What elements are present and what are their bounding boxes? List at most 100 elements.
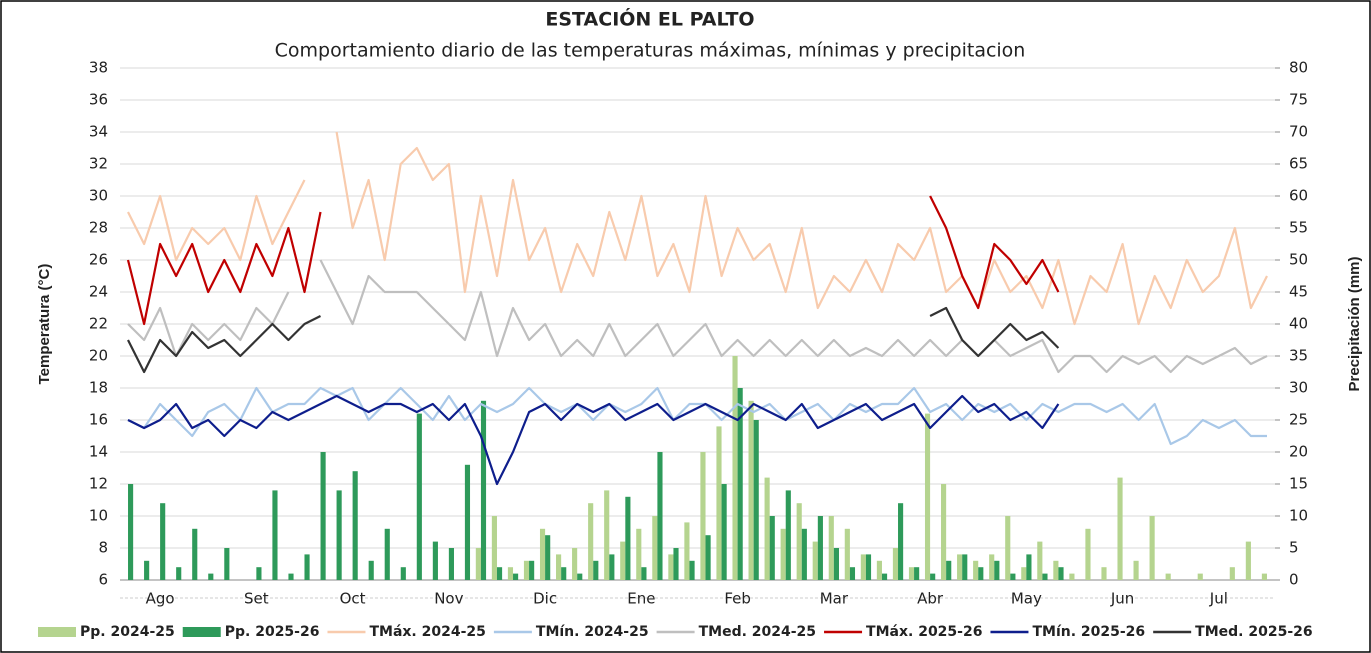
precip-bar — [432, 541, 438, 580]
precip-bar — [224, 548, 230, 580]
precip-bar — [496, 567, 503, 580]
precip-bar — [1229, 567, 1235, 580]
x-tick-label: Ene — [627, 590, 655, 608]
legend-label: TMín. 2024-25 — [536, 624, 649, 640]
x-tick-label: Nov — [434, 590, 463, 608]
y2-tick-label: 75 — [1289, 91, 1308, 109]
precip-bar — [817, 516, 823, 580]
legend-swatch — [182, 627, 221, 637]
x-tick-label: Abr — [917, 590, 944, 608]
precip-bar — [561, 567, 567, 580]
precip-bar — [957, 554, 963, 580]
y-tick-label: 34 — [89, 123, 108, 141]
precip-bar — [556, 554, 562, 580]
precip-bar — [144, 560, 150, 580]
y-tick-label: 20 — [89, 347, 108, 365]
precip-bar — [1245, 541, 1251, 580]
precip-bar — [898, 503, 904, 580]
y-tick-label: 14 — [89, 443, 108, 461]
precip-bar — [192, 528, 198, 580]
legend-swatch — [38, 627, 76, 637]
y-tick-label: 24 — [89, 283, 108, 301]
precip-bar — [609, 554, 615, 580]
precip-bar — [620, 541, 626, 580]
precip-bar — [716, 426, 722, 580]
precip-bar — [673, 548, 679, 580]
precip-bar — [1053, 560, 1059, 580]
precip-bar — [753, 420, 759, 580]
precip-bar — [657, 452, 663, 580]
y-tick-label: 10 — [89, 507, 108, 525]
temp-line — [127, 394, 1060, 486]
precip-bar — [684, 522, 690, 580]
x-tick-label: Set — [244, 590, 269, 608]
precip-bar — [641, 567, 647, 580]
y2-tick-label: 20 — [1289, 443, 1308, 461]
precip-bar — [208, 573, 214, 580]
precip-bar — [892, 548, 899, 580]
temp-line — [127, 306, 1060, 374]
precip-bar — [994, 560, 1000, 580]
precip-bar — [737, 388, 743, 580]
precip-bar — [1037, 541, 1043, 580]
precip-bar — [593, 560, 599, 580]
precip-bar — [491, 516, 497, 580]
y2-tick-label: 70 — [1289, 123, 1308, 141]
precip-bar — [160, 503, 166, 580]
precip-bar — [764, 477, 770, 580]
precip-bar — [881, 573, 888, 580]
precip-bar — [320, 452, 326, 580]
precip-bar — [384, 528, 390, 580]
y2-tick-label: 15 — [1289, 475, 1308, 493]
precip-bar — [539, 528, 546, 580]
y2-tick-label: 60 — [1289, 187, 1308, 205]
precip-bar — [577, 573, 583, 580]
precip-bar — [865, 554, 872, 580]
precip-bar — [1085, 528, 1091, 580]
y2-tick-label: 65 — [1289, 155, 1308, 173]
precip-bar — [700, 452, 706, 580]
precip-bar — [1058, 567, 1064, 580]
precip-bar — [523, 560, 530, 580]
precip-bar — [448, 548, 454, 580]
precip-bar — [973, 560, 979, 580]
x-tick-label: Jul — [1209, 590, 1228, 608]
temp-line — [127, 259, 1268, 374]
precip-bar — [464, 464, 471, 580]
chart-title: ESTACIÓN EL PALTO — [545, 7, 754, 31]
precip-bar — [336, 490, 342, 580]
y-tick-label: 18 — [89, 379, 108, 397]
y-tick-label: 6 — [98, 571, 108, 589]
precip-bar — [1042, 573, 1048, 580]
y2-tick-label: 5 — [1289, 539, 1299, 557]
precip-bar — [748, 400, 754, 580]
precip-bar — [941, 484, 947, 580]
legend-label: TMín. 2025-26 — [1032, 624, 1145, 640]
precip-bar — [849, 567, 856, 580]
precip-bar — [176, 567, 182, 580]
y2-tick-label: 25 — [1289, 411, 1308, 429]
precip-bar — [1149, 516, 1155, 580]
precip-bar — [513, 573, 519, 580]
x-tick-label: Oct — [340, 590, 366, 608]
precip-bar — [1133, 560, 1139, 580]
x-tick-label: Jun — [1110, 590, 1134, 608]
y2-tick-label: 0 — [1289, 571, 1299, 589]
y2-tick-label: 55 — [1289, 219, 1308, 237]
precip-bar — [545, 535, 551, 580]
y-tick-label: 30 — [89, 187, 108, 205]
x-tick-label: May — [1011, 590, 1042, 608]
precip-bar — [689, 560, 695, 580]
temp-line — [127, 386, 1267, 446]
y-tick-label: 36 — [89, 91, 108, 109]
precip-bar — [128, 484, 134, 580]
precip-bar — [1026, 554, 1032, 580]
precip-bar — [946, 560, 952, 580]
precip-bar — [796, 503, 802, 580]
precip-bar — [652, 516, 658, 580]
precip-bar — [1101, 567, 1107, 580]
precip-bar — [844, 528, 850, 580]
precip-bar — [604, 490, 610, 580]
